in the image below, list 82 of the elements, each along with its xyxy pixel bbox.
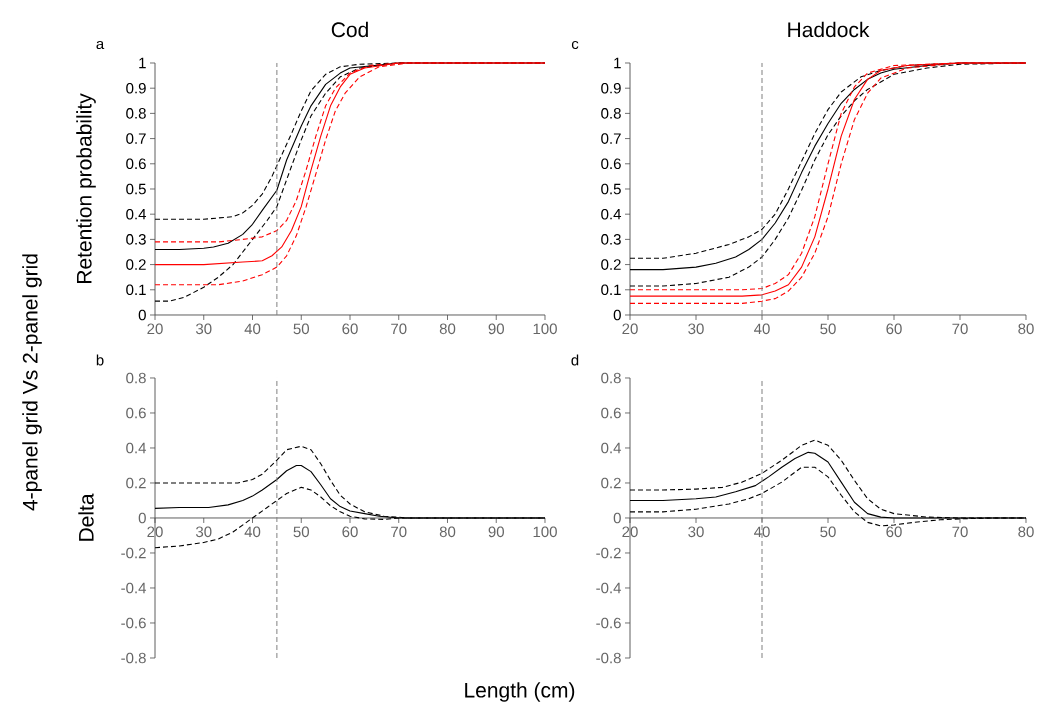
y-tick-label: 0: [613, 512, 621, 524]
x-tick-label: 80: [1018, 526, 1034, 538]
x-tick-label: 100: [533, 526, 557, 538]
y-tick-label: 0.3: [126, 234, 146, 245]
x-tick-label: 20: [622, 323, 638, 335]
x-axis-title: Length (cm): [465, 682, 575, 702]
y-tick-label: 0: [613, 309, 621, 321]
y-tick-label: 1: [614, 57, 621, 69]
x-tick-label: 60: [886, 526, 902, 538]
y-tick-label: 0.8: [126, 108, 146, 119]
y-tick-label: 0: [138, 512, 146, 524]
x-tick-label: 40: [244, 526, 261, 538]
y-tick-label: 0.2: [126, 259, 146, 270]
y-tick-label: 0.4: [601, 208, 622, 220]
x-tick-label: 80: [439, 323, 456, 335]
x-tick-label: 100: [533, 323, 557, 335]
y-tick-label: 0.3: [601, 234, 621, 245]
y-tick-label: 0.2: [601, 259, 621, 270]
y-tick-label: -0.4: [596, 582, 622, 594]
x-tick-label: 90: [488, 323, 504, 335]
y-tick-label: 0.2: [601, 477, 621, 489]
y-axis-title: Delta: [78, 493, 94, 541]
x-tick-label: 90: [488, 526, 504, 538]
x-tick-label: 60: [342, 323, 358, 335]
x-tick-label: 30: [688, 526, 704, 538]
x-tick-label: 70: [952, 526, 968, 538]
y-tick-label: 0.9: [126, 82, 146, 94]
y-tick-label: 0.9: [601, 82, 621, 94]
x-tick-label: 20: [147, 323, 163, 335]
x-tick-label: 50: [293, 323, 309, 335]
x-tick-label: 20: [622, 526, 638, 538]
x-tick-label: 30: [688, 323, 704, 335]
x-tick-label: 70: [391, 323, 407, 335]
text: b: [96, 354, 104, 366]
y-tick-label: 0.6: [601, 407, 621, 419]
y-tick-label: 0.1: [601, 284, 621, 296]
x-tick-label: 30: [195, 323, 212, 335]
x-tick-label: 50: [820, 323, 836, 335]
y-tick-label: 1: [139, 57, 146, 69]
y-tick-label: 0.7: [126, 133, 146, 144]
text: c: [571, 40, 579, 50]
x-tick-label: 30: [195, 526, 212, 538]
text: d: [571, 354, 579, 366]
y-tick-label: 0.5: [126, 183, 146, 195]
y-tick-label: 0.6: [601, 158, 621, 170]
y-tick-label: -0.8: [596, 652, 621, 664]
y-tick-label: 0.6: [126, 158, 146, 170]
y-tick-label: 0.4: [601, 442, 622, 454]
y-tick-label: 0.8: [126, 372, 146, 384]
y-tick-label: 0.1: [126, 284, 146, 296]
chart-title: Haddock: [788, 21, 870, 38]
x-tick-label: 50: [820, 526, 836, 538]
y-tick-label: -0.6: [121, 617, 146, 629]
x-tick-label: 60: [886, 323, 902, 335]
y-tick-label: -0.4: [121, 582, 147, 594]
y-tick-label: 0.8: [601, 108, 621, 119]
y-tick-label: 0.4: [126, 442, 147, 454]
text: a: [96, 40, 105, 50]
x-tick-label: 20: [147, 526, 163, 538]
x-tick-label: 70: [952, 323, 968, 335]
y-tick-label: 0.7: [601, 133, 621, 144]
x-tick-label: 50: [293, 526, 309, 538]
y-tick-label: 0.5: [601, 183, 621, 195]
x-tick-label: 40: [244, 323, 261, 335]
x-tick-label: 40: [754, 526, 770, 538]
chart-title: Cod: [331, 21, 368, 38]
y-axis-title: Retention probability: [76, 93, 96, 283]
x-tick-label: 70: [391, 526, 407, 538]
x-tick-label: 80: [1018, 323, 1034, 335]
y-tick-label: -0.6: [596, 617, 621, 629]
y-tick-label: 0.8: [601, 372, 621, 384]
y-tick-label: 0.2: [126, 477, 146, 489]
y-tick-label: 0.4: [126, 208, 147, 220]
y-tick-label: -0.2: [121, 547, 146, 559]
y-tick-label: -0.2: [596, 547, 621, 559]
y-tick-label: 0: [138, 309, 146, 321]
x-tick-label: 80: [439, 526, 456, 538]
x-tick-label: 60: [342, 526, 358, 538]
text: 4-panel grid Vs 2-panel grid: [22, 254, 42, 511]
x-tick-label: 40: [754, 323, 770, 335]
y-tick-label: -0.8: [121, 652, 146, 664]
y-tick-label: 0.6: [126, 407, 146, 419]
